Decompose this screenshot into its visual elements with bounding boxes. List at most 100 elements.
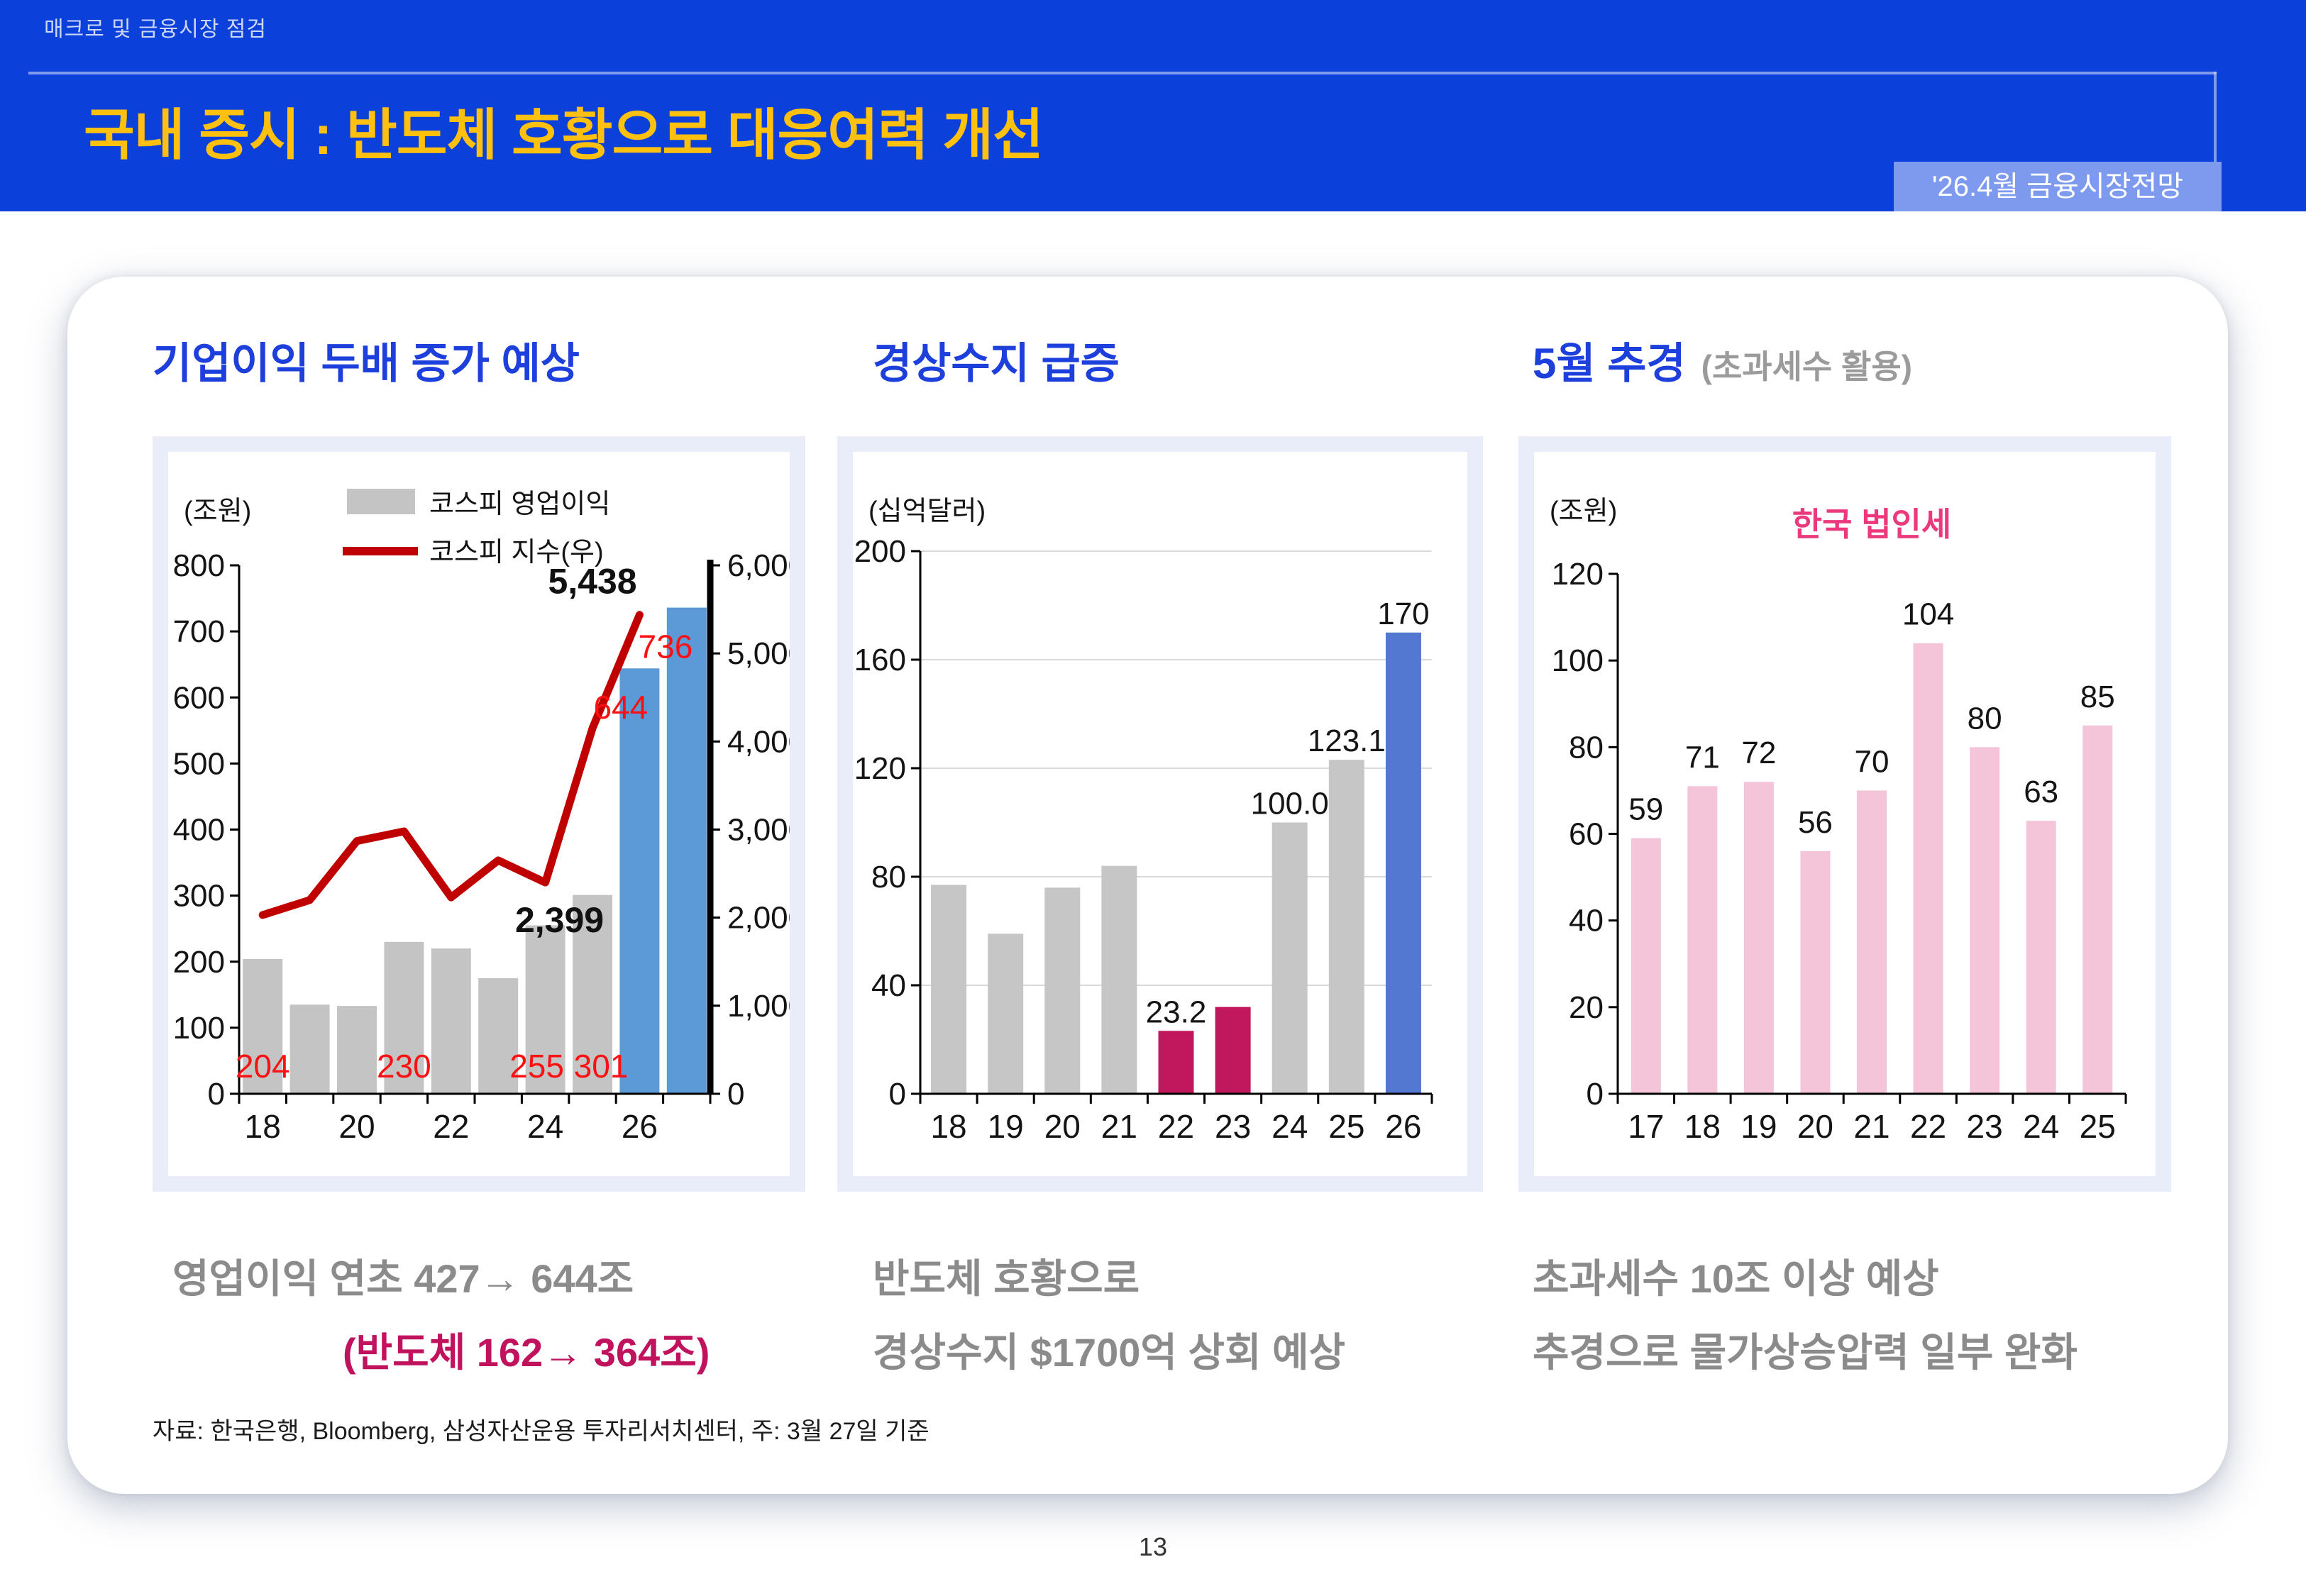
banner-eyebrow: 매크로 및 금융시장 점검 [44, 18, 267, 41]
svg-text:60: 60 [1569, 817, 1604, 852]
banner: 매크로 및 금융시장 점검 국내 증시 : 반도체 호황으로 대응여력 개선 '… [0, 0, 2306, 211]
svg-text:19: 19 [988, 1108, 1024, 1145]
svg-text:23.2: 23.2 [1146, 994, 1207, 1029]
svg-text:24: 24 [527, 1108, 563, 1145]
svg-text:100.0: 100.0 [1251, 787, 1329, 821]
svg-text:4,000: 4,000 [727, 724, 790, 759]
svg-text:100: 100 [173, 1011, 225, 1046]
svg-text:200: 200 [173, 945, 225, 980]
svg-text:2,000: 2,000 [727, 901, 790, 936]
caption-current-account-line2: 경상수지 $1700억 상회 예상 [873, 1330, 1346, 1375]
chart-svg: (십억달러) 18 19 20 21 22 23 24 25 26 0 40 80 120 160 200 23… [854, 497, 1433, 1145]
svg-text:700: 700 [173, 614, 225, 649]
svg-text:5,000: 5,000 [727, 636, 790, 671]
svg-text:40: 40 [1569, 904, 1604, 938]
svg-text:3,000: 3,000 [727, 813, 790, 848]
svg-text:72: 72 [1741, 736, 1776, 770]
svg-text:25: 25 [1328, 1108, 1364, 1145]
svg-text:120: 120 [1552, 557, 1604, 592]
source-note: 자료: 한국은행, Bloomberg, 삼성자산운용 투자리서치센터, 주: … [153, 1418, 929, 1445]
svg-text:300: 300 [173, 879, 225, 914]
svg-text:0: 0 [727, 1077, 744, 1112]
svg-text:6,000: 6,000 [727, 548, 790, 583]
svg-text:170: 170 [1377, 597, 1429, 631]
svg-text:59: 59 [1628, 792, 1663, 827]
svg-text:70: 70 [1855, 744, 1890, 779]
svg-text:100: 100 [1552, 643, 1604, 678]
svg-text:(조원): (조원) [1550, 497, 1617, 526]
corporate-tax-chart: (조원) 한국 법인세 17 18 19 20 21 22 23 24 25 0 20 40 60 80 100… [1534, 452, 2156, 1176]
svg-text:(십억달러): (십억달러) [868, 497, 986, 526]
svg-text:200: 200 [854, 534, 906, 569]
svg-text:20: 20 [338, 1108, 375, 1145]
banner-rule-vertical [2214, 72, 2217, 211]
svg-text:19: 19 [1740, 1108, 1777, 1145]
svg-text:18: 18 [930, 1108, 966, 1145]
caption-current-account-line1: 반도체 호황으로 [873, 1256, 1140, 1301]
svg-text:18: 18 [1684, 1108, 1721, 1145]
svg-text:21: 21 [1853, 1108, 1890, 1145]
svg-text:80: 80 [871, 860, 906, 894]
chart-panel-corporate-tax: (조원) 한국 법인세 17 18 19 20 21 22 23 24 25 0 20 40 60 80 100… [1518, 436, 2171, 1192]
panel-title-profit-text: 기업이익 두배 증가 예상 [153, 340, 580, 387]
svg-text:301: 301 [574, 1048, 629, 1085]
svg-text:22: 22 [433, 1108, 469, 1145]
svg-text:644: 644 [593, 689, 648, 726]
chart-panel-profit: (조원) 코스피 영업이익 코스피 지수(우) 18 20 22 24 26 0 100 200 30… [153, 436, 805, 1192]
svg-text:23: 23 [1215, 1108, 1251, 1145]
svg-text:0: 0 [889, 1077, 906, 1112]
svg-text:80: 80 [1968, 701, 2002, 736]
svg-text:20: 20 [1569, 990, 1604, 1025]
panel-title-budget-suffix: (초과세수 활용) [1701, 348, 1912, 385]
chart-panel-current-account: (십억달러) 18 19 20 21 22 23 24 25 26 0 40 80 120 160 200 23… [837, 436, 1483, 1192]
svg-text:104: 104 [1902, 597, 1954, 632]
kospi-profit-chart: (조원) 코스피 영업이익 코스피 지수(우) 18 20 22 24 26 0 100 200 30… [168, 452, 790, 1176]
svg-text:24: 24 [2023, 1108, 2059, 1145]
panel-title-profit: 기업이익 두배 증가 예상 [153, 329, 595, 391]
svg-text:17: 17 [1628, 1108, 1664, 1145]
svg-text:26: 26 [1385, 1108, 1421, 1145]
svg-text:22: 22 [1910, 1108, 1946, 1145]
panel-title-budget: 5월 추경 (초과세수 활용) [1533, 329, 1912, 391]
panel-title-current-account-text: 경상수지 급증 [873, 340, 1120, 387]
svg-text:230: 230 [377, 1048, 431, 1085]
banner-rule [28, 72, 2217, 74]
svg-text:코스피 지수(우): 코스피 지수(우) [429, 538, 604, 567]
svg-text:255: 255 [509, 1048, 564, 1085]
svg-text:(조원): (조원) [184, 497, 251, 526]
page-number: 13 [1138, 1532, 1168, 1561]
svg-text:24: 24 [1271, 1108, 1308, 1145]
caption-profit-line2: (반도체 162→ 364조) [343, 1330, 710, 1375]
slide-title: 국내 증시 : 반도체 호황으로 대응여력 개선 [84, 104, 1044, 166]
svg-text:204: 204 [236, 1048, 290, 1085]
svg-text:23: 23 [1967, 1108, 2003, 1145]
svg-text:500: 500 [173, 746, 225, 781]
svg-text:40: 40 [871, 968, 906, 1003]
svg-text:18: 18 [245, 1108, 281, 1145]
svg-text:1,000: 1,000 [727, 989, 790, 1024]
panel-title-current-account: 경상수지 급증 [873, 329, 1135, 391]
current-account-chart: (십억달러) 18 19 20 21 22 23 24 25 26 0 40 80 120 160 200 23… [853, 452, 1467, 1176]
svg-text:80: 80 [1569, 730, 1604, 765]
svg-text:0: 0 [208, 1077, 225, 1112]
svg-text:56: 56 [1798, 805, 1833, 840]
svg-text:5,438: 5,438 [548, 561, 636, 601]
svg-text:600: 600 [173, 680, 225, 715]
svg-text:20: 20 [1797, 1108, 1833, 1145]
svg-text:400: 400 [173, 813, 225, 848]
svg-text:25: 25 [2080, 1108, 2116, 1145]
svg-text:800: 800 [173, 548, 225, 583]
caption-budget-line2: 추경으로 물가상승압력 일부 완화 [1533, 1330, 2078, 1375]
edition-badge: '26.4월 금융시장전망 [1894, 162, 2222, 211]
svg-text:한국 법인세: 한국 법인세 [1792, 506, 1951, 543]
caption-budget-line1: 초과세수 10조 이상 예상 [1533, 1256, 1939, 1301]
svg-text:71: 71 [1685, 740, 1720, 775]
chart-svg: (조원) 한국 법인세 17 18 19 20 21 22 23 24 25 0 20 40 60 80 100… [1550, 497, 2127, 1145]
content-card: 기업이익 두배 증가 예상 경상수지 급증 5월 추경 (초과세수 활용) (조원… [67, 277, 2228, 1494]
svg-text:63: 63 [2024, 775, 2058, 809]
svg-text:0: 0 [1587, 1077, 1604, 1112]
svg-text:736: 736 [639, 628, 693, 665]
svg-text:20: 20 [1044, 1108, 1081, 1145]
